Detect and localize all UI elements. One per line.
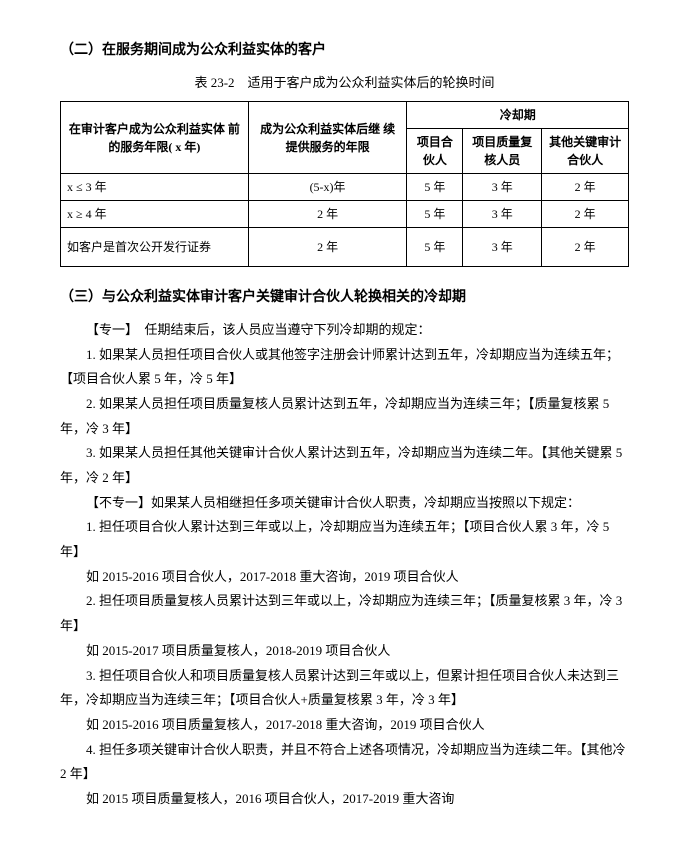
table-caption: 表 23-2 适用于客户成为公众利益实体后的轮换时间 <box>60 71 629 96</box>
rotation-table: 在审计客户成为公众利益实体 前的服务年限( x 年) 成为公众利益实体后继 续提… <box>60 101 629 267</box>
cell: 3 年 <box>463 201 542 228</box>
cell: 5 年 <box>407 228 463 267</box>
cell: 2 年 <box>542 174 629 201</box>
cell: (5-x)年 <box>248 174 407 201</box>
th-sub1: 项目合伙人 <box>407 129 463 174</box>
cell: 5 年 <box>407 174 463 201</box>
para: 如 2015-2016 项目质量复核人，2017-2018 重大咨询，2019 … <box>60 713 629 738</box>
para: 1. 担任项目合伙人累计达到三年或以上，冷却期应当为连续五年；【项目合伙人累 3… <box>60 515 629 564</box>
cell: x ≤ 3 年 <box>61 174 249 201</box>
para: 如 2015-2017 项目质量复核人，2018-2019 项目合伙人 <box>60 639 629 664</box>
cell: 5 年 <box>407 201 463 228</box>
cell: 2 年 <box>248 201 407 228</box>
cell: 2 年 <box>248 228 407 267</box>
para: 2. 担任项目质量复核人员累计达到三年或以上，冷却期应为连续三年；【质量复核累 … <box>60 589 629 638</box>
section2-title: （二）在服务期间成为公众利益实体的客户 <box>60 38 629 65</box>
cell: 3 年 <box>463 174 542 201</box>
cell: 3 年 <box>463 228 542 267</box>
cell: 2 年 <box>542 201 629 228</box>
para: 如 2015-2016 项目合伙人，2017-2018 重大咨询，2019 项目… <box>60 565 629 590</box>
table-row: x ≤ 3 年 (5-x)年 5 年 3 年 2 年 <box>61 174 629 201</box>
table-row: 如客户是首次公开发行证券 2 年 5 年 3 年 2 年 <box>61 228 629 267</box>
th-col3: 冷却期 <box>407 102 629 129</box>
table-row: x ≥ 4 年 2 年 5 年 3 年 2 年 <box>61 201 629 228</box>
cell: 如客户是首次公开发行证券 <box>61 228 249 267</box>
th-sub2: 项目质量复核人员 <box>463 129 542 174</box>
para: 2. 如果某人员担任项目质量复核人员累计达到五年，冷却期应当为连续三年；【质量复… <box>60 392 629 441</box>
para: 【不专一】如果某人员相继担任多项关键审计合伙人职责，冷却期应当按照以下规定： <box>60 491 629 516</box>
th-col2: 成为公众利益实体后继 续提供服务的年限 <box>248 102 407 174</box>
para: 1. 如果某人员担任项目合伙人或其他签字注册会计师累计达到五年，冷却期应当为连续… <box>60 343 629 392</box>
cell: x ≥ 4 年 <box>61 201 249 228</box>
th-sub3: 其他关键审计合伙人 <box>542 129 629 174</box>
para: 如 2015 项目质量复核人，2016 项目合伙人，2017-2019 重大咨询 <box>60 787 629 812</box>
section3-title: （三）与公众利益实体审计客户关键审计合伙人轮换相关的冷却期 <box>60 285 629 312</box>
para: 【专一】 任期结束后，该人员应当遵守下列冷却期的规定： <box>60 318 629 343</box>
para: 4. 担任多项关键审计合伙人职责，并且不符合上述各项情况，冷却期应当为连续二年。… <box>60 738 629 787</box>
para: 3. 担任项目合伙人和项目质量复核人员累计达到三年或以上，但累计担任项目合伙人未… <box>60 664 629 713</box>
para: 3. 如果某人员担任其他关键审计合伙人累计达到五年，冷却期应当为连续二年。【其他… <box>60 441 629 490</box>
th-col1: 在审计客户成为公众利益实体 前的服务年限( x 年) <box>61 102 249 174</box>
cell: 2 年 <box>542 228 629 267</box>
